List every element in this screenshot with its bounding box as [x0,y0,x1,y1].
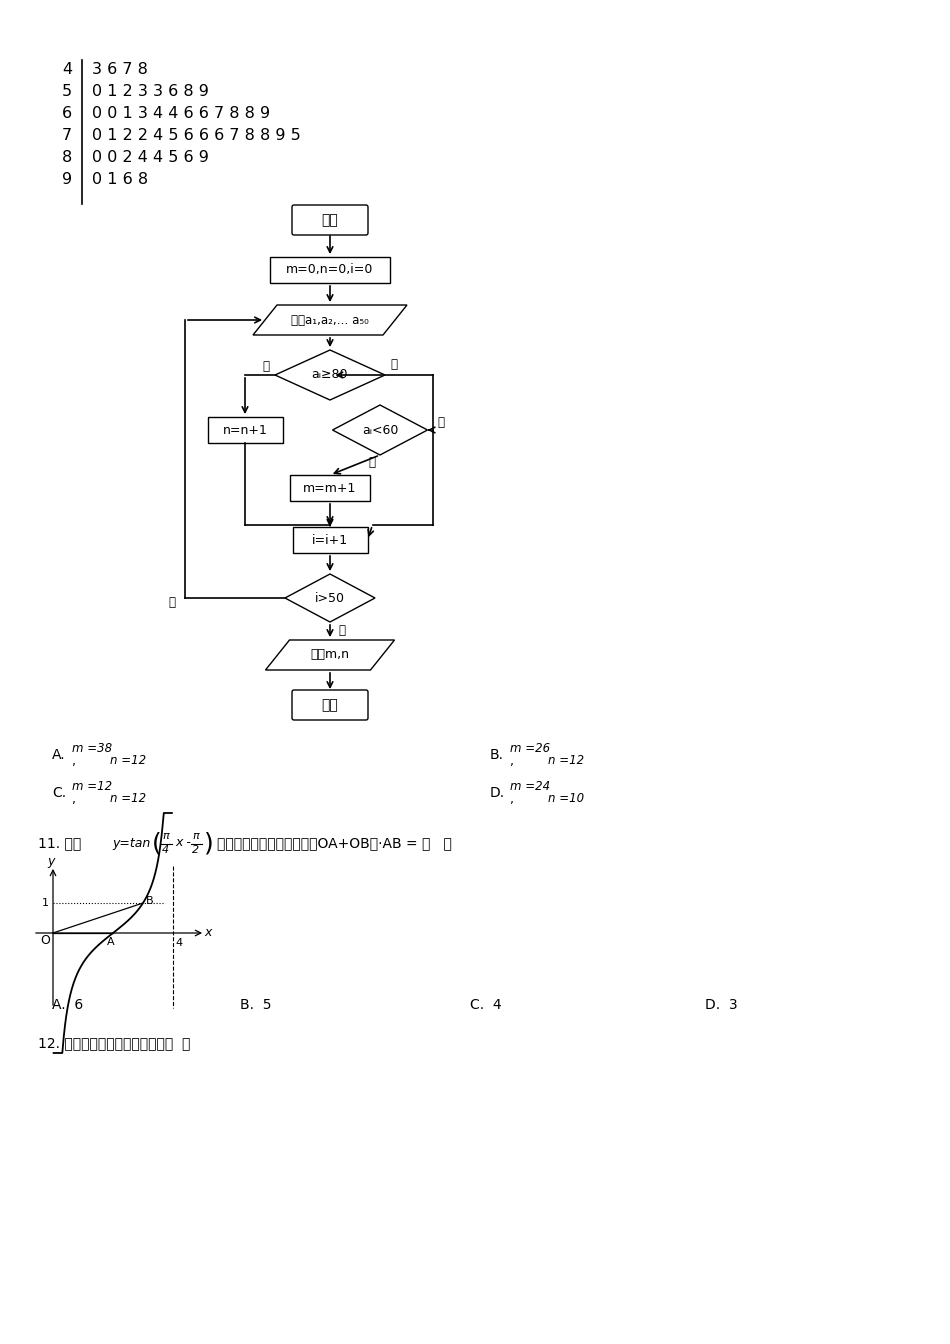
Text: B: B [146,896,154,906]
Text: 9: 9 [62,172,72,188]
Text: 的部分图象如图所示，则（OA+OB）·AB = （   ）: 的部分图象如图所示，则（OA+OB）·AB = （ ） [217,836,452,849]
Text: D.: D. [490,786,505,800]
Text: 否: 否 [390,359,397,371]
Text: n=n+1: n=n+1 [222,423,268,437]
Text: i>50: i>50 [315,591,345,605]
FancyBboxPatch shape [292,689,368,720]
Text: A.  6: A. 6 [52,999,84,1012]
Text: x -: x - [175,836,191,849]
Text: n =12: n =12 [110,754,146,767]
Bar [290,474,370,501]
Text: i=i+1: i=i+1 [312,534,348,547]
Polygon shape [253,305,407,335]
Text: 0 1 2 3 3 6 8 9: 0 1 2 3 3 6 8 9 [92,85,209,99]
Polygon shape [265,640,394,671]
Text: m =24: m =24 [510,781,550,793]
Text: ,: , [72,793,76,806]
Text: π: π [162,831,169,841]
Text: ,: , [510,755,514,769]
Text: ): ) [204,831,214,855]
Text: A.: A. [52,749,66,762]
Text: n =12: n =12 [548,754,584,767]
Text: 7: 7 [62,129,72,144]
Text: 4: 4 [62,63,72,78]
Text: 0 0 2 4 4 5 6 9: 0 0 2 4 4 5 6 9 [92,151,209,165]
Text: D.  3: D. 3 [705,999,737,1012]
Text: 0 1 2 2 4 5 6 6 6 7 8 8 9 5: 0 1 2 2 4 5 6 6 6 7 8 8 9 5 [92,129,301,144]
Text: (: ( [152,831,162,855]
Text: 2: 2 [192,845,200,855]
Text: 否: 否 [368,457,375,469]
Text: 否: 否 [168,597,175,609]
Text: π: π [192,831,199,841]
Bar [207,417,282,444]
FancyBboxPatch shape [292,206,368,235]
Text: B.  5: B. 5 [240,999,272,1012]
Text: y=tan: y=tan [112,836,150,849]
Text: 输入a₁,a₂,… a₅₀: 输入a₁,a₂,… a₅₀ [291,313,369,327]
Text: m=0,n=0,i=0: m=0,n=0,i=0 [286,263,373,277]
Text: O: O [40,934,50,948]
Polygon shape [285,574,375,622]
Text: m =38: m =38 [72,742,112,755]
Text: 6: 6 [62,106,72,121]
Text: n =10: n =10 [548,793,584,805]
Text: ,: , [510,793,514,806]
Text: m =26: m =26 [510,742,550,755]
Text: 是: 是 [338,624,345,637]
Text: n =12: n =12 [110,793,146,805]
Text: 结束: 结束 [322,698,338,712]
Polygon shape [332,405,428,456]
Text: 5: 5 [62,85,72,99]
Bar [293,527,368,552]
Text: C.  4: C. 4 [470,999,502,1012]
Text: 4: 4 [162,845,169,855]
Text: aᵢ≥80: aᵢ≥80 [312,368,349,382]
Text: y: y [48,855,55,867]
Text: 是: 是 [438,415,445,429]
Text: 12. 下列选项中，说法正确的是（  ）: 12. 下列选项中，说法正确的是（ ） [38,1036,190,1050]
Text: 0 1 6 8: 0 1 6 8 [92,172,148,188]
Text: m=m+1: m=m+1 [303,481,356,495]
Text: aᵢ<60: aᵢ<60 [362,423,398,437]
Text: 1: 1 [42,898,48,909]
Text: 输出m,n: 输出m,n [311,649,350,661]
Text: C.: C. [52,786,66,800]
Text: x: x [204,926,212,939]
Text: 是: 是 [262,360,269,374]
Text: 4: 4 [175,938,182,948]
Polygon shape [275,349,385,401]
Text: 开始: 开始 [322,212,338,227]
Text: 11. 函数: 11. 函数 [38,836,82,849]
Text: m =12: m =12 [72,781,112,793]
Text: 8: 8 [62,151,72,165]
Bar [270,257,390,284]
Text: 0 0 1 3 4 4 6 6 7 8 8 9: 0 0 1 3 4 4 6 6 7 8 8 9 [92,106,270,121]
Text: B.: B. [490,749,504,762]
Text: 3 6 7 8: 3 6 7 8 [92,63,148,78]
Text: ,: , [72,755,76,769]
Text: A: A [107,937,115,948]
